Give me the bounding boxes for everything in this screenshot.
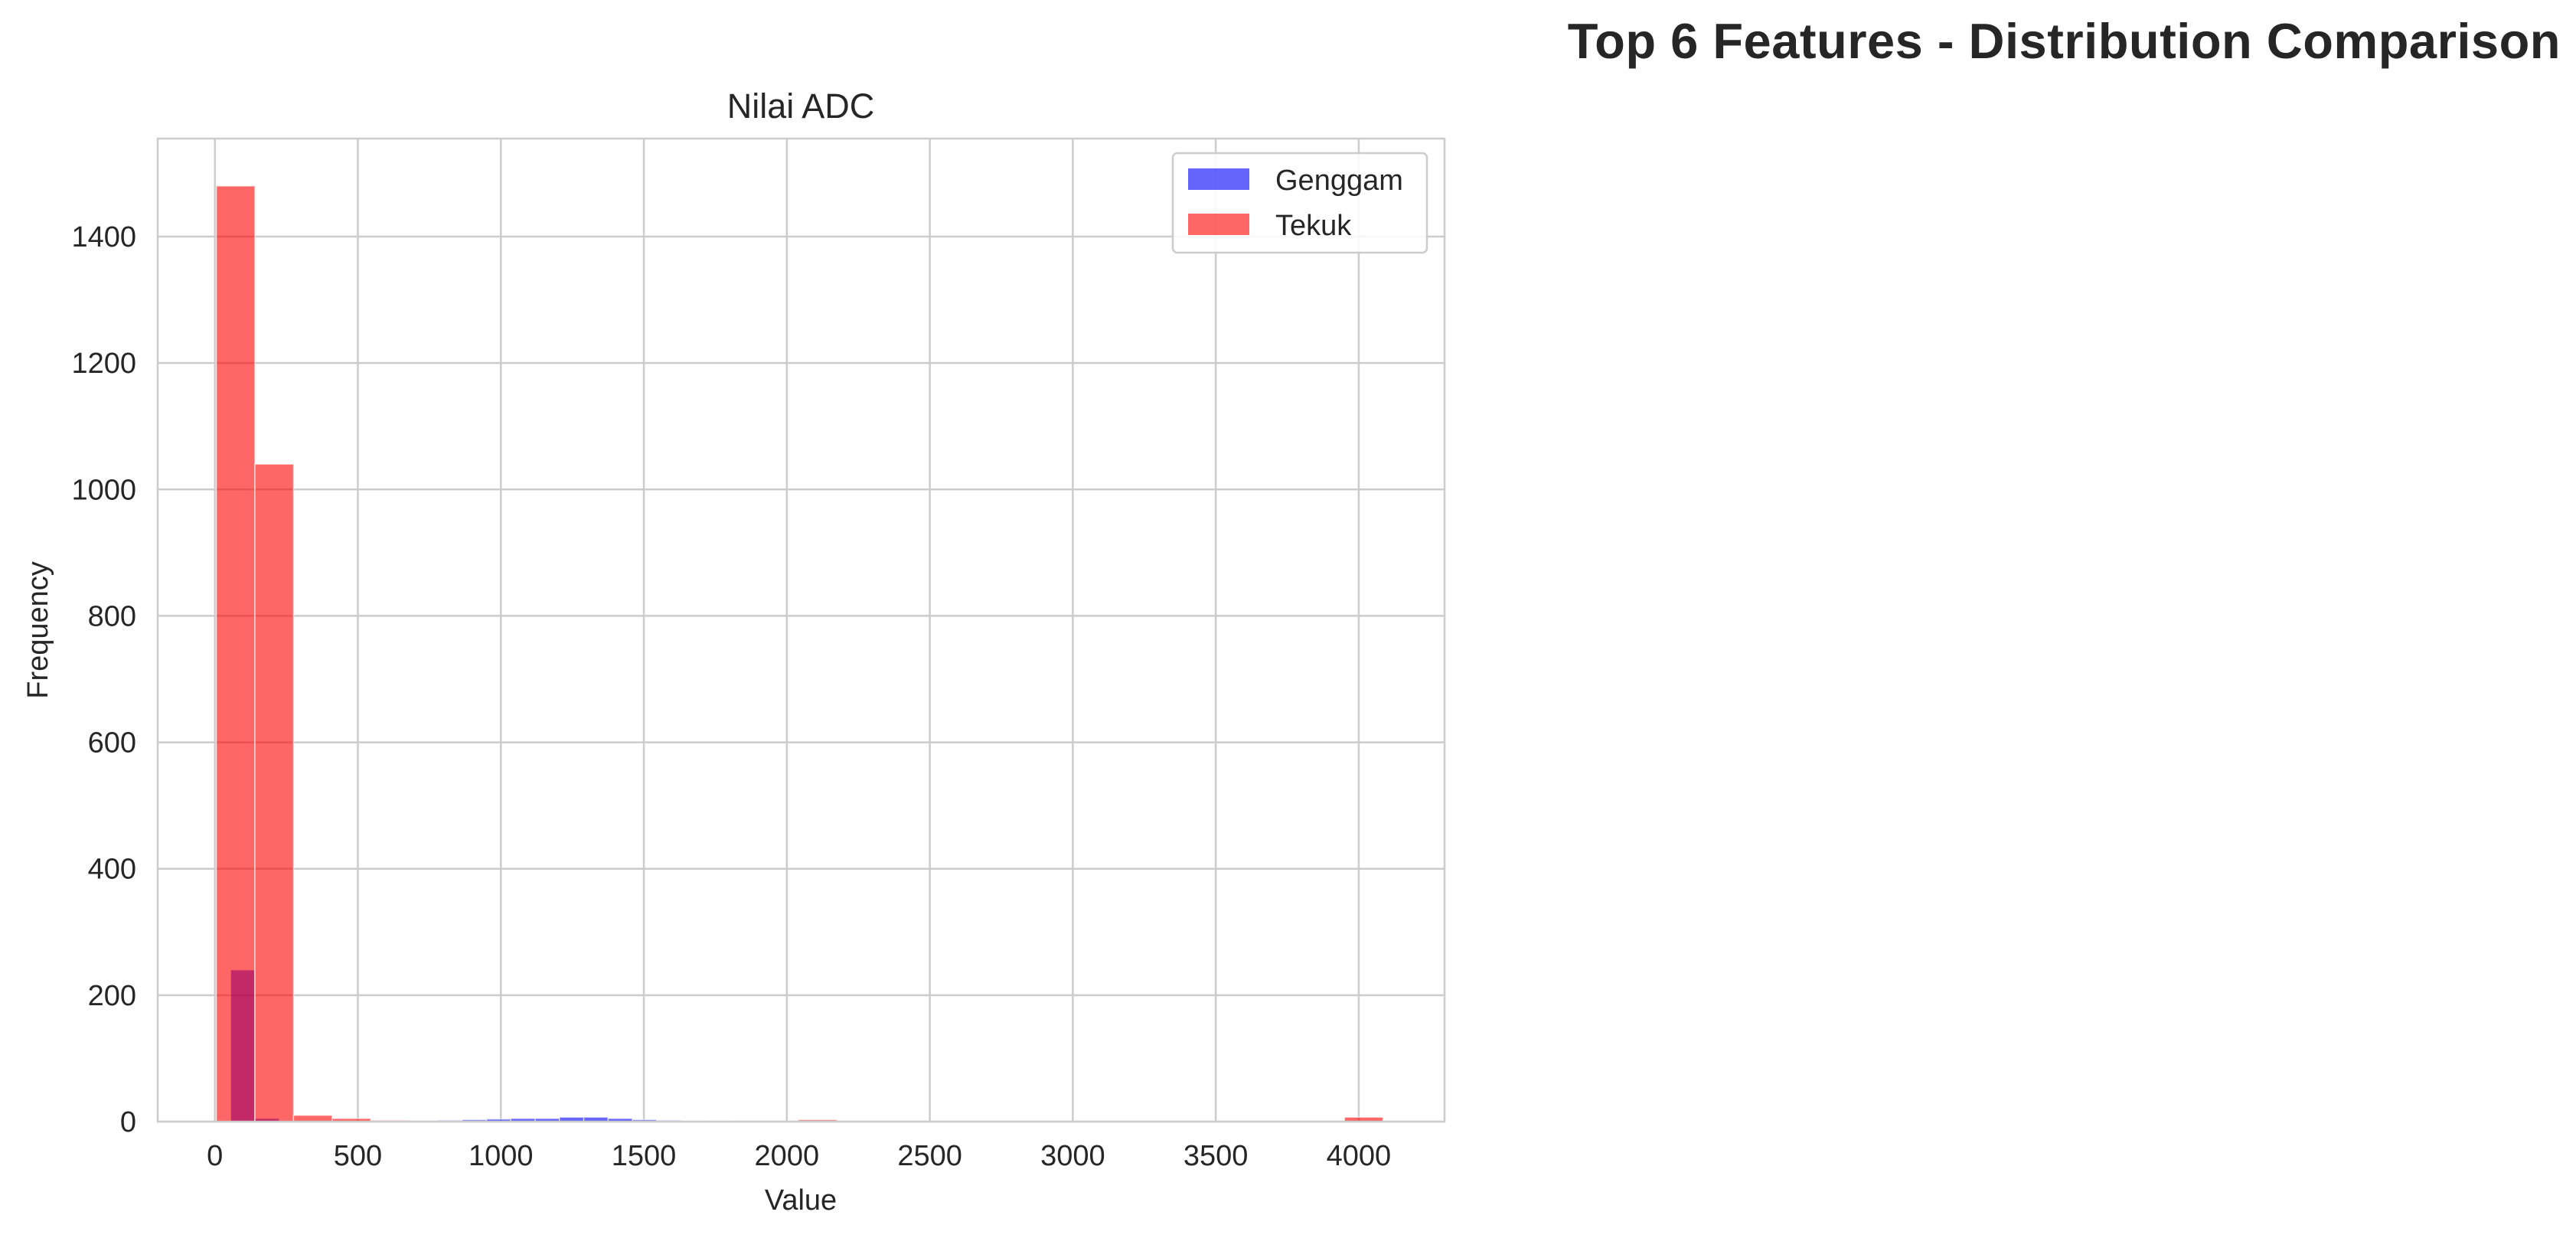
x-tick-label: 500 xyxy=(334,1140,382,1172)
plot-background xyxy=(158,139,1445,1122)
y-tick-label: 200 xyxy=(88,980,136,1012)
legend-swatch-genggam xyxy=(1188,168,1249,190)
x-axis-label: Value xyxy=(765,1184,837,1217)
y-tick-label: 600 xyxy=(88,727,136,759)
x-tick-label: 0 xyxy=(207,1140,223,1172)
figure-title: Top 6 Features - Distribution Comparison xyxy=(1567,13,2561,69)
x-tick-label: 3000 xyxy=(1040,1140,1105,1172)
x-tick-label: 4000 xyxy=(1327,1140,1392,1172)
x-tick-label: 2500 xyxy=(897,1140,962,1172)
histogram-bar-tekuk xyxy=(254,463,295,1122)
x-tick-label: 3500 xyxy=(1184,1140,1249,1172)
y-tick-label: 0 xyxy=(120,1106,136,1138)
legend-label-tekuk: Tekuk xyxy=(1275,210,1352,242)
y-tick-label: 400 xyxy=(88,854,136,886)
x-tick-label: 1000 xyxy=(469,1140,534,1172)
histogram-bars xyxy=(215,185,1384,1122)
legend-swatch-tekuk xyxy=(1188,214,1249,235)
y-tick-label: 1400 xyxy=(71,221,136,253)
chart-title: Nilai ADC xyxy=(727,87,875,126)
legend: Genggam Tekuk xyxy=(1171,152,1428,254)
y-axis-label: Frequency xyxy=(22,561,54,699)
axis-ticks: 0 500 1000 1500 2000 2500 3000 3500 4000 0 200 400 6… xyxy=(71,221,1391,1172)
y-tick-label: 800 xyxy=(88,600,136,632)
legend-label-genggam: Genggam xyxy=(1275,165,1403,197)
x-tick-label: 1500 xyxy=(612,1140,677,1172)
y-tick-label: 1200 xyxy=(71,348,136,380)
plot-frame xyxy=(156,137,1446,1123)
y-tick-label: 1000 xyxy=(71,474,136,506)
x-tick-label: 2000 xyxy=(755,1140,820,1172)
histogram-bar-tekuk xyxy=(215,185,256,1122)
